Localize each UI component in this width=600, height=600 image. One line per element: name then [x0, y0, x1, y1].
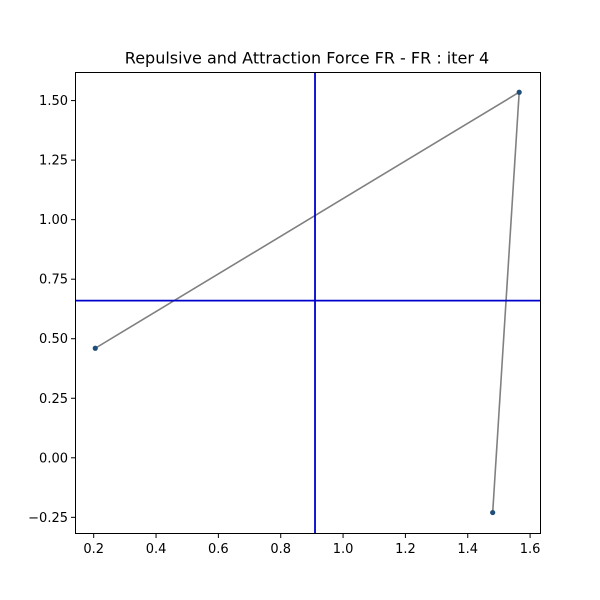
graph-node-1	[92, 345, 98, 351]
y-tick-label: 1.50	[39, 94, 68, 109]
chart-title: Repulsive and Attraction Force FR - FR :…	[125, 49, 489, 68]
y-tick-label: 1.25	[39, 154, 68, 169]
x-tick-label: 0.8	[270, 542, 291, 557]
axes: 0.2 0.4 0.6 0.8 1.0 1.2 1.4 1.6 −0.25 0.00 0.25 0.5…	[28, 72, 541, 557]
y-tick-label: 0.50	[39, 332, 68, 347]
axes-frame	[75, 72, 541, 534]
graph-edge-1	[94, 91, 520, 349]
x-tick-label: 1.6	[520, 542, 541, 557]
y-tick-label: 0.25	[39, 392, 68, 407]
y-tick-label: 0.00	[39, 451, 68, 466]
y-tick-label: −0.25	[28, 511, 68, 526]
x-tick-label: 1.0	[333, 542, 354, 557]
y-tick-label: 1.00	[39, 213, 68, 228]
plot-area	[75, 72, 541, 534]
x-tick-label: 1.4	[457, 542, 478, 557]
graph-node-2	[516, 89, 522, 95]
graph-node-3	[490, 509, 496, 516]
x-tick-label: 0.2	[83, 542, 104, 557]
x-tick-label: 0.4	[146, 542, 167, 557]
x-tick-label: 0.6	[208, 542, 229, 557]
x-tick-label: 1.2	[395, 542, 416, 557]
y-tick-label: 0.75	[39, 273, 68, 288]
graph-edge-2	[491, 92, 520, 513]
plot-contents	[75, 72, 541, 534]
